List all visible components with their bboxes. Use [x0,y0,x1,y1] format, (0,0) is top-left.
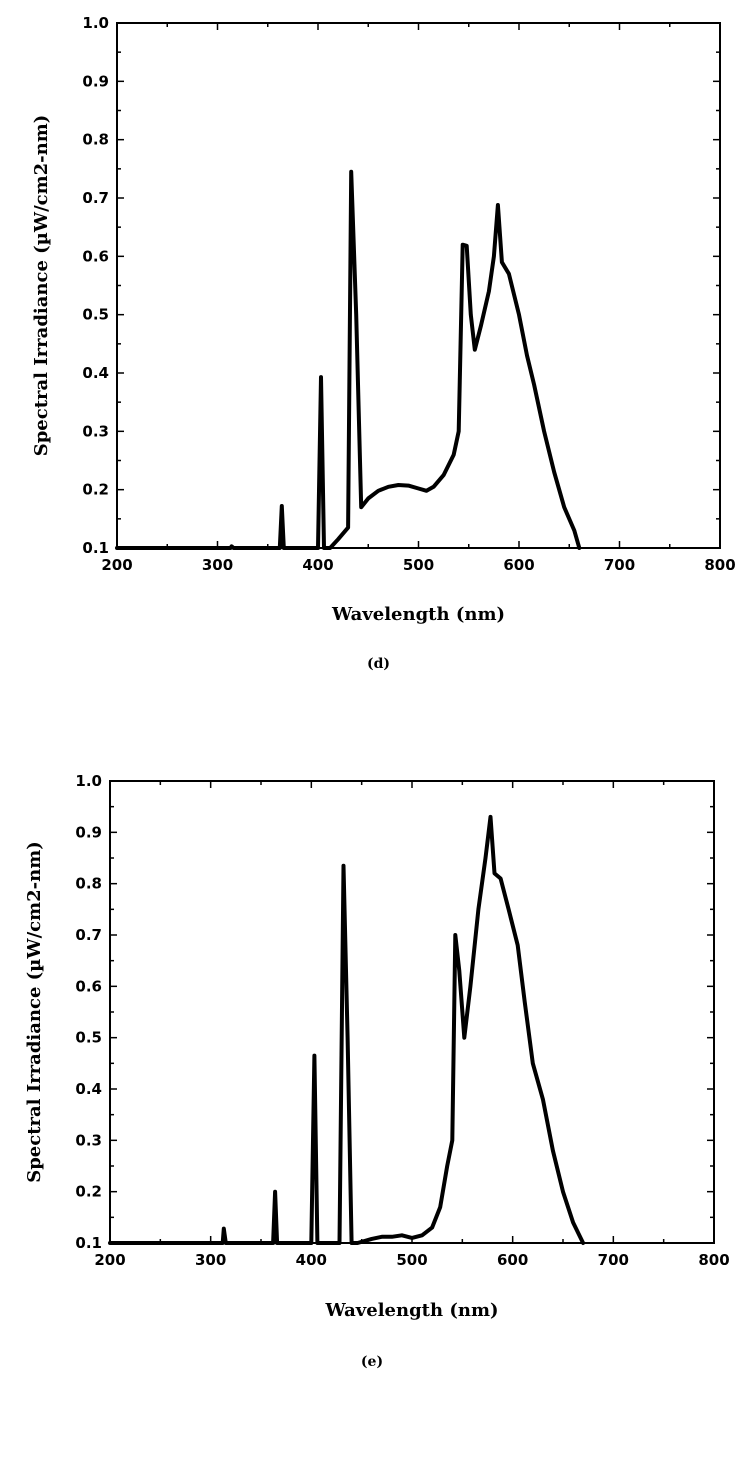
plot-frame [109,780,715,1244]
y-tick-label: 0.1 [82,539,109,557]
y-tick-label: 1.0 [82,14,109,32]
x-tick-label: 500 [403,556,434,574]
x-tick-label: 400 [296,1251,327,1269]
chart-panel-e: 200 300 400 500 600 700 800 0.1 0.2 0.3 0.4 0.5 0.6 0… [24,772,730,1370]
x-tick-label: 600 [503,556,534,574]
spectrum-line [115,169,582,550]
y-tick-label: 0.4 [75,1080,102,1098]
x-tick-label: 700 [598,1251,629,1269]
y-tick-label: 0.3 [82,422,109,440]
plot-frame [116,22,721,549]
spectrum-line [108,814,586,1245]
y-tick-label: 0.8 [82,131,109,149]
y-tick-label: 0.3 [75,1131,102,1149]
y-tick-label: 0.4 [82,364,109,382]
x-tick-label: 700 [604,556,635,574]
x-tick-label: 800 [704,556,735,574]
x-axis-label: Wavelength (nm) [324,1300,498,1321]
chart-panel-d: 200 300 400 500 600 700 800 0.1 0.2 0.3 0.4 0.5 0.6 0… [31,14,736,672]
x-tick-label: 200 [101,556,132,574]
x-tick-label: 500 [396,1251,427,1269]
x-tick-label: 600 [497,1251,528,1269]
panel-label: (d) [367,656,390,672]
y-tick-label: 0.1 [75,1234,102,1252]
y-tick-label: 0.9 [75,823,102,841]
y-axis-label: Spectral Irradiance (µW/cm2-nm) [31,115,52,457]
x-tick-label: 800 [698,1251,729,1269]
y-tick-label: 0.5 [82,306,109,324]
y-tick-label: 0.7 [75,926,102,944]
y-tick-label: 0.5 [75,1029,102,1047]
x-tick-label: 400 [302,556,333,574]
y-tick-label: 0.6 [82,247,109,265]
y-tick-label: 0.2 [82,481,109,499]
y-tick-label: 0.9 [82,72,109,90]
y-tick-label: 0.2 [75,1183,102,1201]
y-tick-label: 0.7 [82,189,109,207]
x-tick-label: 200 [94,1251,125,1269]
x-tick-label: 300 [202,556,233,574]
y-axis-label: Spectral Irradiance (µW/cm2-nm) [24,841,45,1183]
x-tick-label: 300 [195,1251,226,1269]
y-tick-label: 1.0 [75,772,102,790]
y-tick-label: 0.6 [75,977,102,995]
x-axis-label: Wavelength (nm) [331,604,505,625]
y-tick-label: 0.8 [75,875,102,893]
panel-label: (e) [361,1354,383,1370]
